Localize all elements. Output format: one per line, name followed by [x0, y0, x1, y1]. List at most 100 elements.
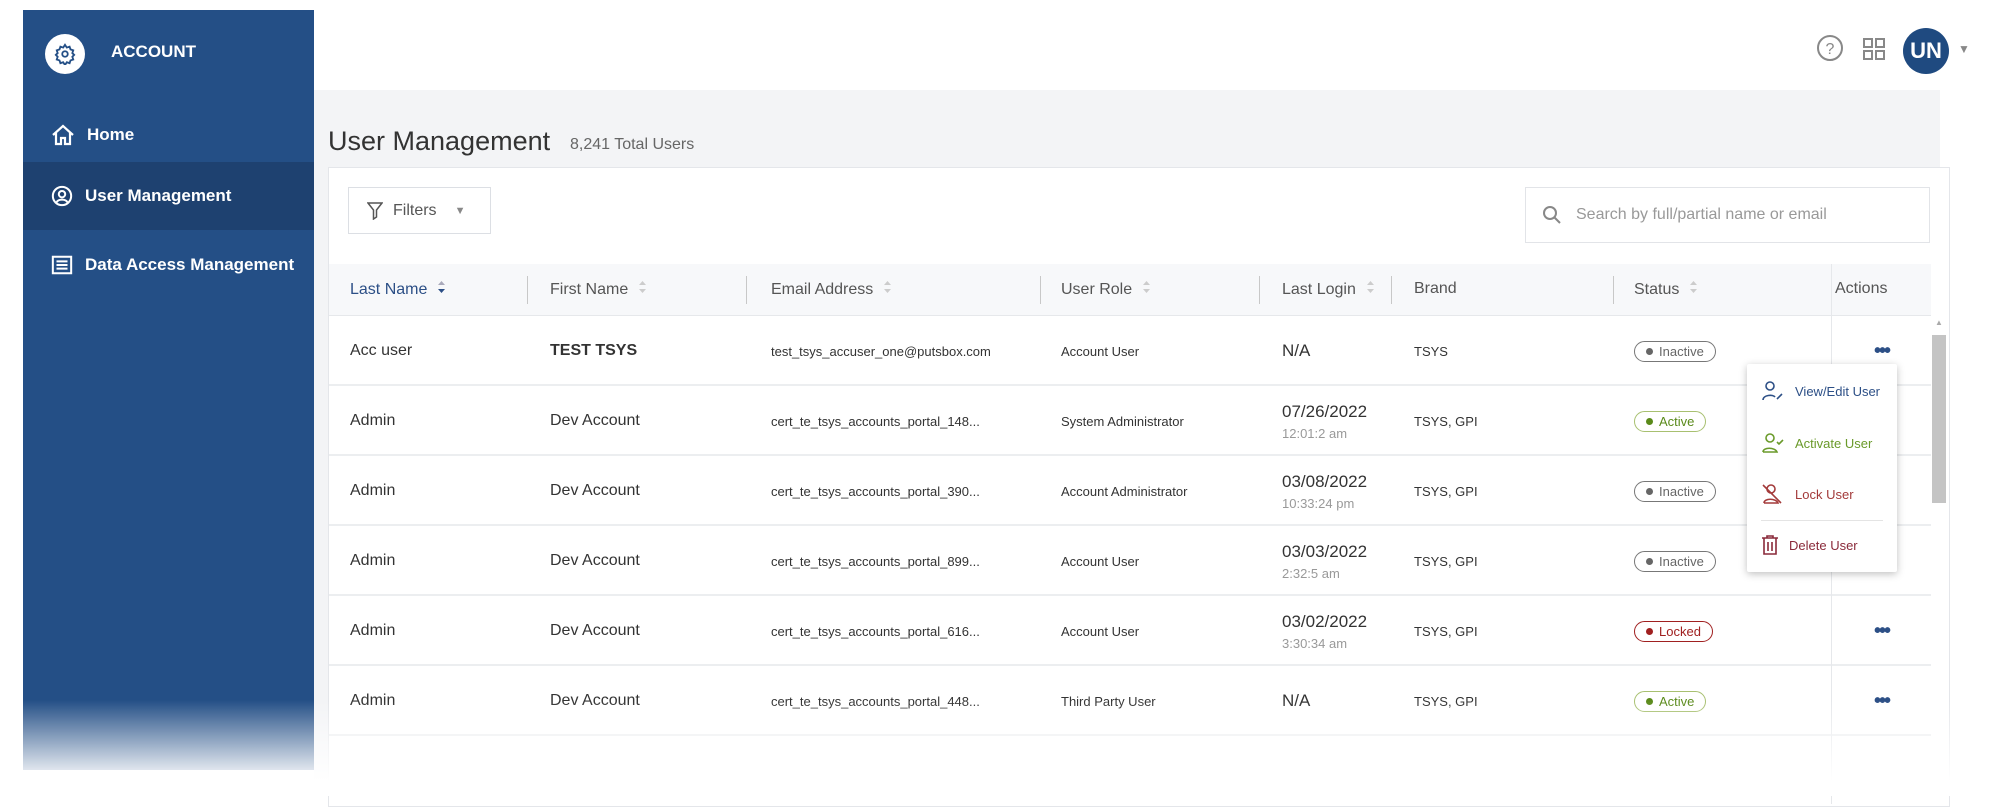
scrollbar[interactable]: ▲ [1935, 318, 1943, 327]
apps-grid-icon[interactable] [1862, 37, 1886, 61]
sort-icon[interactable] [1689, 280, 1698, 299]
status-cell: Locked [1634, 596, 1713, 666]
first-name-cell: Dev Account [550, 386, 640, 456]
cell-text: 03/03/2022 [1282, 541, 1368, 561]
brand-cell: TSYS, GPI [1414, 456, 1478, 526]
column-header-user-role[interactable]: User Role [1061, 280, 1151, 299]
bottom-fade [0, 700, 1998, 796]
scrollbar-thumb[interactable] [1932, 335, 1946, 503]
cell-text: Dev Account [550, 412, 640, 429]
email-cell: cert_te_tsys_accounts_portal_390... [771, 456, 980, 526]
cell-text: TSYS, GPI [1414, 483, 1478, 499]
column-header-email-address[interactable]: Email Address [771, 280, 892, 299]
column-header-last-login[interactable]: Last Login [1282, 280, 1375, 299]
cell-text: Inactive [1659, 553, 1704, 569]
filters-button[interactable]: Filters ▼ [348, 187, 491, 234]
sidebar-item-label: User Management [85, 186, 232, 205]
search-input[interactable] [1576, 206, 1906, 224]
email-cell: cert_te_tsys_accounts_portal_616... [771, 596, 980, 666]
column-label: Actions [1835, 280, 1888, 297]
cell-text: cert_te_tsys_accounts_portal_616... [771, 623, 980, 639]
last-name-cell: Admin [350, 526, 395, 596]
cell-text: TSYS, GPI [1414, 553, 1478, 569]
table-row[interactable]: Admin Dev Account cert_te_tsys_accounts_… [329, 526, 1931, 596]
sidebar-item-user-management[interactable]: User Management [23, 162, 314, 230]
brand-cell: TSYS, GPI [1414, 386, 1478, 456]
sidebar-item-home[interactable]: Home [23, 102, 314, 168]
filters-label: Filters [393, 201, 437, 219]
page-title: User Management [328, 126, 551, 156]
sort-icon[interactable] [883, 280, 892, 299]
menu-item-activate-user[interactable]: Activate User [1761, 432, 1872, 454]
cell-text: Dev Account [550, 482, 640, 499]
chevron-down-icon[interactable]: ▼ [1958, 42, 1970, 56]
sort-icon[interactable] [1142, 280, 1151, 299]
cell-text: cert_te_tsys_accounts_portal_148... [771, 413, 980, 429]
menu-item-label: Lock User [1795, 486, 1854, 502]
table-row[interactable]: Admin Dev Account cert_te_tsys_accounts_… [329, 456, 1931, 526]
column-label: Last Login [1282, 280, 1356, 298]
cell-text: Inactive [1659, 483, 1704, 499]
help-icon[interactable]: ? [1816, 34, 1844, 62]
last-name-cell: Admin [350, 456, 395, 526]
total-users-count: 8,241 Total Users [570, 136, 695, 153]
first-name-cell: Dev Account [550, 456, 640, 526]
last-login-cell: 03/08/2022 10:33:24 pm [1282, 456, 1367, 526]
list-icon [51, 255, 73, 275]
svg-text:?: ? [1826, 41, 1835, 58]
sort-icon[interactable] [437, 280, 446, 299]
column-label: First Name [550, 280, 629, 298]
table-row[interactable]: Acc user TEST TSYS test_tsys_accuser_one… [329, 316, 1931, 386]
cell-text: TEST TSYS [550, 342, 638, 359]
gear-icon [45, 34, 85, 74]
menu-item-label: Activate User [1795, 435, 1873, 451]
user-role-cell: Account User [1061, 596, 1139, 666]
row-actions-button[interactable]: ••• [1874, 316, 1891, 386]
column-divider [746, 276, 747, 304]
email-cell: cert_te_tsys_accounts_portal_899... [771, 526, 980, 596]
status-badge: Inactive [1634, 550, 1716, 572]
user-edit-icon [1762, 381, 1783, 401]
column-header-brand: Brand [1414, 280, 1457, 298]
cell-text: Dev Account [550, 552, 640, 569]
cell-text: TSYS, GPI [1414, 623, 1478, 639]
cell-text: cert_te_tsys_accounts_portal_899... [771, 553, 980, 569]
email-cell: cert_te_tsys_accounts_portal_148... [771, 386, 980, 456]
table-row[interactable]: Admin Dev Account cert_te_tsys_accounts_… [329, 386, 1931, 456]
more-options-icon[interactable]: ••• [1874, 339, 1891, 362]
cell-text: Admin [350, 622, 396, 639]
last-name-cell: Acc user [350, 316, 412, 386]
column-header-status[interactable]: Status [1634, 280, 1698, 299]
status-cell: Inactive [1634, 456, 1716, 526]
column-divider [1391, 276, 1392, 304]
home-icon [52, 124, 74, 146]
sort-icon[interactable] [638, 280, 647, 299]
sort-icon[interactable] [1366, 280, 1375, 299]
last-name-cell: Admin [350, 596, 395, 666]
user-lock-icon [1762, 484, 1782, 504]
user-role-cell: Account Administrator [1061, 456, 1187, 526]
cell-text: Account Administrator [1061, 483, 1188, 499]
menu-item-delete-user[interactable]: Delete User [1761, 534, 1858, 556]
row-actions-button[interactable]: ••• [1874, 596, 1891, 666]
sidebar-item-label: Data Access Management [85, 255, 295, 274]
trash-icon [1762, 535, 1778, 555]
column-label: Status [1634, 280, 1680, 298]
column-label: User Role [1061, 280, 1133, 298]
cell-text: test_tsys_accuser_one@putsbox.com [771, 343, 991, 359]
search-box[interactable] [1525, 187, 1930, 243]
brand-cell: TSYS, GPI [1414, 526, 1478, 596]
column-header-last-name[interactable]: Last Name [350, 280, 446, 299]
first-name-cell: Dev Account [550, 526, 640, 596]
menu-item-view-edit-user[interactable]: View/Edit User [1761, 380, 1880, 402]
avatar[interactable]: UN [1903, 28, 1949, 74]
status-cell: Inactive [1634, 526, 1716, 596]
sidebar-item-data-access-management[interactable]: Data Access Management [23, 232, 314, 298]
menu-item-label: View/Edit User [1795, 383, 1881, 399]
menu-item-lock-user[interactable]: Lock User [1761, 483, 1854, 505]
column-header-first-name[interactable]: First Name [550, 280, 647, 299]
more-options-icon[interactable]: ••• [1874, 619, 1891, 642]
user-role-cell: System Administrator [1061, 386, 1184, 456]
table-row[interactable]: Admin Dev Account cert_te_tsys_accounts_… [329, 596, 1931, 666]
row-actions-menu: View/Edit User Activate User Lock User D… [1747, 364, 1897, 572]
